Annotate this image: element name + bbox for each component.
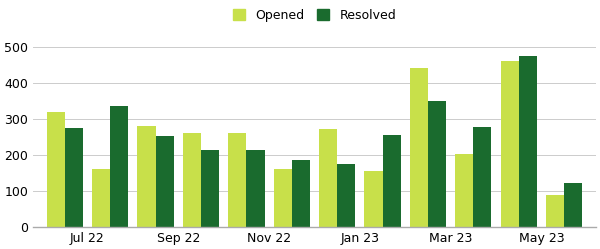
Bar: [292, 160, 310, 227]
Bar: [383, 135, 401, 227]
Bar: [47, 112, 65, 227]
Bar: [110, 106, 128, 227]
Bar: [92, 169, 110, 227]
Bar: [364, 171, 383, 227]
Bar: [337, 164, 355, 227]
Bar: [473, 127, 491, 227]
Bar: [137, 126, 155, 227]
Bar: [201, 149, 219, 227]
Bar: [564, 183, 582, 227]
Bar: [247, 149, 265, 227]
Bar: [546, 195, 564, 227]
Bar: [500, 61, 518, 227]
Bar: [274, 169, 292, 227]
Bar: [428, 101, 446, 227]
Bar: [518, 56, 537, 227]
Legend: Opened, Resolved: Opened, Resolved: [228, 4, 401, 27]
Bar: [183, 133, 201, 227]
Bar: [155, 136, 174, 227]
Bar: [319, 129, 337, 227]
Bar: [455, 154, 473, 227]
Bar: [228, 133, 247, 227]
Bar: [65, 128, 83, 227]
Bar: [410, 68, 428, 227]
